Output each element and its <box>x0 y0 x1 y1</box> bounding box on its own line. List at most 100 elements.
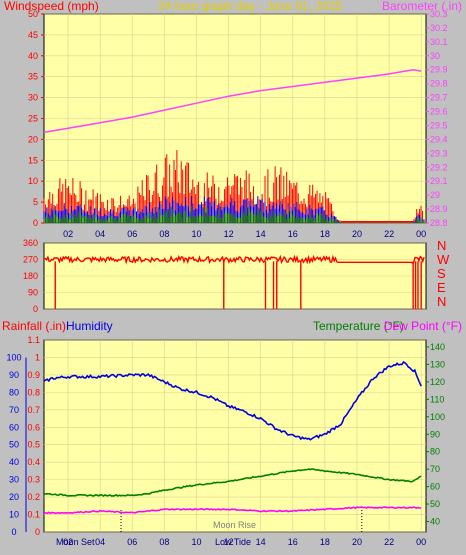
time-tick-label: 12 <box>224 537 234 547</box>
time-tick-label: 16 <box>288 229 298 239</box>
windspeed-axis: 0 5 10 15 20 25 30 35 40 45 50 <box>28 9 44 228</box>
temperature-series <box>43 468 422 497</box>
rainfall-tick-label: 0.1 <box>27 510 40 520</box>
wind-low-series <box>43 205 425 223</box>
time-tick-label: 12 <box>224 229 234 239</box>
moon-set-note: Moon Set <box>56 537 95 547</box>
time-tick-label: 18 <box>320 229 330 239</box>
chart-title: 24 hour graph day - June 01, 2025 <box>158 0 342 13</box>
rainfall-tick-label: 1 <box>35 352 40 362</box>
time-tick-label: 08 <box>159 229 169 239</box>
baro-tick-label: 29 <box>430 190 440 200</box>
baro-tick-label: 28.9 <box>430 204 448 214</box>
low-tide-note: Low Tide <box>215 537 251 547</box>
temperature-tick-label: 50 <box>430 499 440 509</box>
wind-tick-label: 50 <box>28 9 38 19</box>
temperature-tick-label: 90 <box>430 429 440 439</box>
compass-letter: E <box>437 280 446 295</box>
baro-tick-label: 30.2 <box>430 23 448 33</box>
time-tick-label: 22 <box>384 229 394 239</box>
temperature-tick-label: 130 <box>430 359 445 369</box>
rainfall-axis-title: Rainfall (.in) <box>2 319 66 333</box>
baro-tick-label: 29.8 <box>430 79 448 89</box>
baro-tick-label: 29.4 <box>430 134 448 144</box>
wind-tick-label: 10 <box>28 176 38 186</box>
barometer-series <box>43 68 422 134</box>
dewpoint-axis-title: Dew Point (°F) <box>384 319 462 333</box>
baro-tick-label: 30.3 <box>430 9 448 19</box>
humidity-tick-label: 10 <box>9 510 19 520</box>
windspeed-axis-title: Windspeed (mph) <box>4 0 99 13</box>
baro-tick-label: 29.9 <box>430 65 448 75</box>
humidity-axis-title: Humidity <box>66 319 113 333</box>
wind-tick-label: 25 <box>28 114 38 124</box>
baro-tick-label: 29.2 <box>430 162 448 172</box>
baro-tick-label: 29.3 <box>430 148 448 158</box>
humidity-tick-label: 40 <box>9 457 19 467</box>
rainfall-tick-label: 0 <box>35 527 40 537</box>
compass-letter: W <box>437 252 450 267</box>
direction-tick-label: 180 <box>23 271 38 281</box>
time-tick-label: 00 <box>416 229 426 239</box>
temperature-tick-label: 40 <box>430 517 440 527</box>
humidity-tick-label: 0 <box>11 527 16 537</box>
wind-tick-label: 40 <box>28 51 38 61</box>
time-tick-label: 00 <box>416 537 426 547</box>
barometer-axis-title: Barometer (.in) <box>382 0 462 13</box>
humidity-tick-label: 20 <box>9 492 19 502</box>
wind-tick-label: 15 <box>28 155 38 165</box>
humidity-axis: 0 10 20 30 40 50 60 70 80 90 100 <box>6 352 27 537</box>
baro-tick-label: 29.1 <box>430 176 448 186</box>
direction-line <box>43 254 425 265</box>
time-tick-label: 06 <box>127 537 137 547</box>
temperature-tick-label: 110 <box>430 394 444 404</box>
humidity-series <box>43 360 422 441</box>
baro-tick-label: 29.7 <box>430 93 448 103</box>
temperature-tick-label: 60 <box>430 482 440 492</box>
rainfall-tick-label: 0.7 <box>27 405 40 415</box>
rainfall-tick-label: 0.5 <box>27 440 40 450</box>
rainfall-tick-label: 0.8 <box>27 387 40 397</box>
wind-tick-label: 30 <box>28 93 38 103</box>
rainfall-tick-label: 0.3 <box>27 475 40 485</box>
baro-tick-label: 29.6 <box>430 107 448 117</box>
temperature-tick-label: 80 <box>430 447 440 457</box>
compass-letter: N <box>437 294 446 309</box>
time-tick-label: 08 <box>159 537 169 547</box>
rainfall-tick-label: 0.6 <box>27 422 40 432</box>
direction-tick-label: 360 <box>23 238 38 248</box>
humidity-tick-label: 30 <box>9 475 19 485</box>
time-tick-label: 14 <box>256 229 266 239</box>
compass-letter: S <box>437 266 446 281</box>
dewpoint-line <box>44 506 422 515</box>
baro-tick-label: 28.8 <box>430 218 448 228</box>
rainfall-axis: 0 0.1 0.2 0.3 0.4 0.5 0.6 0.7 0.8 0.9 1 1.1 <box>27 335 40 537</box>
humidity-line <box>43 360 422 441</box>
time-tick-label: 20 <box>352 229 362 239</box>
time-tick-label: 18 <box>320 537 330 547</box>
climate-time-axis: 02 04 06 08 10 12 14 16 18 20 22 00 <box>63 537 426 547</box>
wind-time-axis: 02 04 06 08 10 12 14 16 18 20 22 00 <box>63 229 426 239</box>
barometer-axis: 28.8 28.9 29 29.1 29.2 29.3 29.4 29.5 29.6 29.7 29… <box>426 9 448 228</box>
humidity-tick-label: 90 <box>9 370 19 380</box>
wind-tick-label: 0 <box>33 218 38 228</box>
baro-tick-label: 30 <box>430 51 440 61</box>
time-tick-label: 14 <box>256 537 266 547</box>
temperature-axis-title: Temperature (°F) <box>313 319 404 333</box>
wind-tick-label: 35 <box>28 72 38 82</box>
compass-letter: N <box>437 238 446 253</box>
temperature-tick-label: 70 <box>430 464 440 474</box>
baro-tick-label: 29.5 <box>430 120 448 130</box>
wind-tick-label: 5 <box>33 197 38 207</box>
time-tick-label: 02 <box>63 537 73 547</box>
rainfall-tick-label: 0.2 <box>27 492 40 502</box>
time-tick-label: 10 <box>191 537 201 547</box>
humidity-tick-label: 100 <box>6 352 21 362</box>
wind-tick-label: 45 <box>28 30 38 40</box>
humidity-tick-label: 80 <box>9 387 19 397</box>
wind-gridlines <box>44 13 426 224</box>
temperature-axis: 40 50 60 70 80 90 100 110 120 130 140 <box>426 342 445 527</box>
direction-tick-label: 270 <box>23 255 38 265</box>
rainfall-tick-label: 1.1 <box>27 335 40 345</box>
